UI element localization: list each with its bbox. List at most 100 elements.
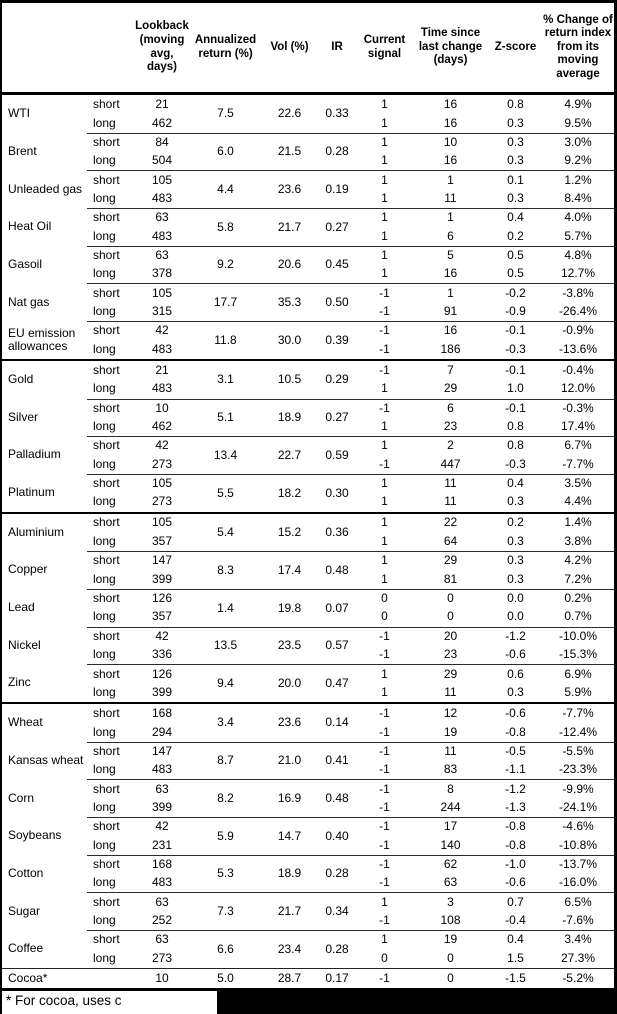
current-signal-value: -1	[357, 626, 412, 646]
lookback-days-value: 10	[135, 398, 189, 418]
z-score-value: 1.5	[507, 950, 524, 965]
ir-value: 0.57	[317, 626, 357, 665]
current-signal-value: -1	[379, 970, 390, 985]
current-signal-value: -1	[379, 362, 390, 377]
lookback-days-value: 399	[151, 571, 173, 586]
z-score-value: -0.2	[489, 283, 542, 302]
commodity-block: Aluminium 5.4 15.2 0.36 short 105 1 22 0.2 1.4% lo…	[2, 511, 614, 552]
time-since-change-value: 1	[412, 283, 489, 302]
leg-label: short	[87, 245, 135, 265]
leg-label: short	[87, 436, 135, 455]
time-since-change-value: 1	[412, 170, 489, 189]
pct-change-value: -0.3%	[542, 398, 614, 418]
ir-value: 0.28	[317, 854, 357, 893]
time-since-change-value: 6	[447, 228, 454, 243]
commodity-name: EU emission allowances	[8, 325, 76, 353]
leg-label: short	[87, 817, 135, 836]
current-signal-value: 1	[381, 266, 388, 281]
commodity-name: Zinc	[8, 675, 31, 690]
annualized-return-value: 11.8	[189, 321, 262, 359]
time-since-change-value: 108	[440, 912, 461, 927]
time-since-change-value: 62	[412, 854, 489, 874]
current-signal-value: 1	[357, 664, 412, 683]
commodity-block: Silver 5.1 18.9 0.27 short 10 -1 6 -0.1 -0.3% long…	[2, 398, 614, 437]
col-header-ir: IR	[331, 40, 343, 53]
commodity-block: Gold 3.1 10.5 0.29 short 21 -1 7 -0.1 -0.4% long 48…	[2, 358, 614, 399]
lookback-days-value: 483	[151, 875, 173, 890]
time-since-change-value: 0	[447, 950, 454, 965]
pct-change-value: 3.8%	[564, 534, 592, 549]
lookback-days-value: 63	[135, 930, 189, 949]
pct-change-value: 1.4%	[564, 515, 592, 530]
vol-value: 21.5	[262, 132, 317, 171]
lookback-days-value: 147	[135, 551, 189, 570]
time-since-change-value: 8	[412, 779, 489, 798]
lookback-days-value: 399	[151, 799, 173, 814]
commodity-block: Unleaded gas 4.4 23.6 0.19 short 105 1 1 0.1 1.2%…	[2, 170, 614, 208]
pct-change-value: -13.6%	[558, 341, 598, 356]
current-signal-value: -1	[379, 303, 390, 318]
z-score-value: -0.8	[505, 724, 526, 739]
lookback-days-value: 168	[151, 705, 173, 720]
pct-change-value: 0.7%	[564, 609, 592, 624]
lookback-days-value: 357	[151, 534, 173, 549]
leg-label: long	[93, 341, 116, 356]
commodity-block: Cocoa* 5.0 28.7 0.17 10 -1 0 -1.5 -5.2%	[2, 967, 614, 988]
z-score-value: 0.6	[489, 664, 542, 683]
vol-value: 23.5	[262, 626, 317, 665]
z-score-value: 1.0	[507, 381, 524, 396]
current-signal-value: 1	[357, 930, 412, 949]
annualized-return-value: 5.8	[189, 208, 262, 246]
annualized-return-value: 9.4	[189, 664, 262, 702]
pct-change-value: -26.4%	[558, 303, 598, 318]
z-score-value: -1.1	[505, 762, 526, 777]
z-score-value: 0.8	[507, 419, 524, 434]
leg-label: short	[87, 626, 135, 646]
z-score-value: 0.5	[489, 245, 542, 265]
commodity-name: Kansas wheat	[8, 752, 84, 767]
time-since-change-value: 63	[443, 875, 458, 890]
commodity-name: Soybeans	[8, 828, 62, 843]
z-score-value: -0.5	[489, 741, 542, 761]
z-score-value: 0.3	[489, 132, 542, 152]
pct-change-value: -10.0%	[542, 626, 614, 646]
pct-change-value: -10.8%	[558, 837, 598, 852]
commodity-name: Wheat	[8, 715, 43, 730]
lookback-days-value: 252	[151, 912, 173, 927]
z-score-value: 0.3	[489, 551, 542, 570]
current-signal-value: 1	[381, 419, 388, 434]
time-since-change-value: 16	[443, 96, 458, 111]
time-since-change-value: 11	[412, 741, 489, 761]
time-since-change-value: 16	[443, 115, 458, 130]
pct-change-value: 9.5%	[564, 115, 592, 130]
time-since-change-value: 11	[444, 494, 457, 509]
time-since-change-value: 11	[412, 473, 489, 493]
vol-value: 23.4	[262, 930, 317, 968]
current-signal-value: 1	[357, 892, 412, 911]
commodity-name: Brent	[8, 143, 37, 158]
time-since-change-value: 83	[443, 762, 458, 777]
col-header-pct-change: % Change of return index from its moving…	[543, 13, 613, 80]
pct-change-value: 4.8%	[542, 245, 614, 265]
current-signal-value: 0	[381, 609, 388, 624]
lookback-days-value: 294	[151, 724, 173, 739]
commodity-block: Cotton 5.3 18.9 0.28 short 168 -1 62 -1.0 -13.7% l…	[2, 854, 614, 893]
commodity-block: Soybeans 5.9 14.7 0.40 short 42 -1 17 -0.8 -4.6% l…	[2, 817, 614, 855]
pct-change-value: 4.4%	[564, 494, 592, 509]
leg-label: long	[93, 419, 116, 434]
lookback-days-value: 273	[151, 494, 173, 509]
pct-change-value: 7.2%	[564, 571, 592, 586]
pct-change-value: -0.4%	[562, 362, 594, 377]
pct-change-value: 17.4%	[560, 419, 596, 434]
commodity-block: WTI 7.5 22.6 0.33 short 21 1 16 0.8 4.9% long 462 1 1…	[2, 95, 614, 133]
current-signal-value: 1	[381, 381, 388, 396]
commodity-block: Corn 8.2 16.9 0.48 short 63 -1 8 -1.2 -9.9% long 39…	[2, 779, 614, 817]
z-score-value: 0.0	[507, 609, 524, 624]
leg-label: short	[87, 132, 135, 152]
lookback-days-value: 168	[135, 854, 189, 874]
time-since-change-value: 91	[443, 303, 458, 318]
time-since-change-value: 140	[440, 837, 461, 852]
annualized-return-value: 9.2	[189, 245, 262, 284]
vol-value: 20.0	[262, 664, 317, 702]
